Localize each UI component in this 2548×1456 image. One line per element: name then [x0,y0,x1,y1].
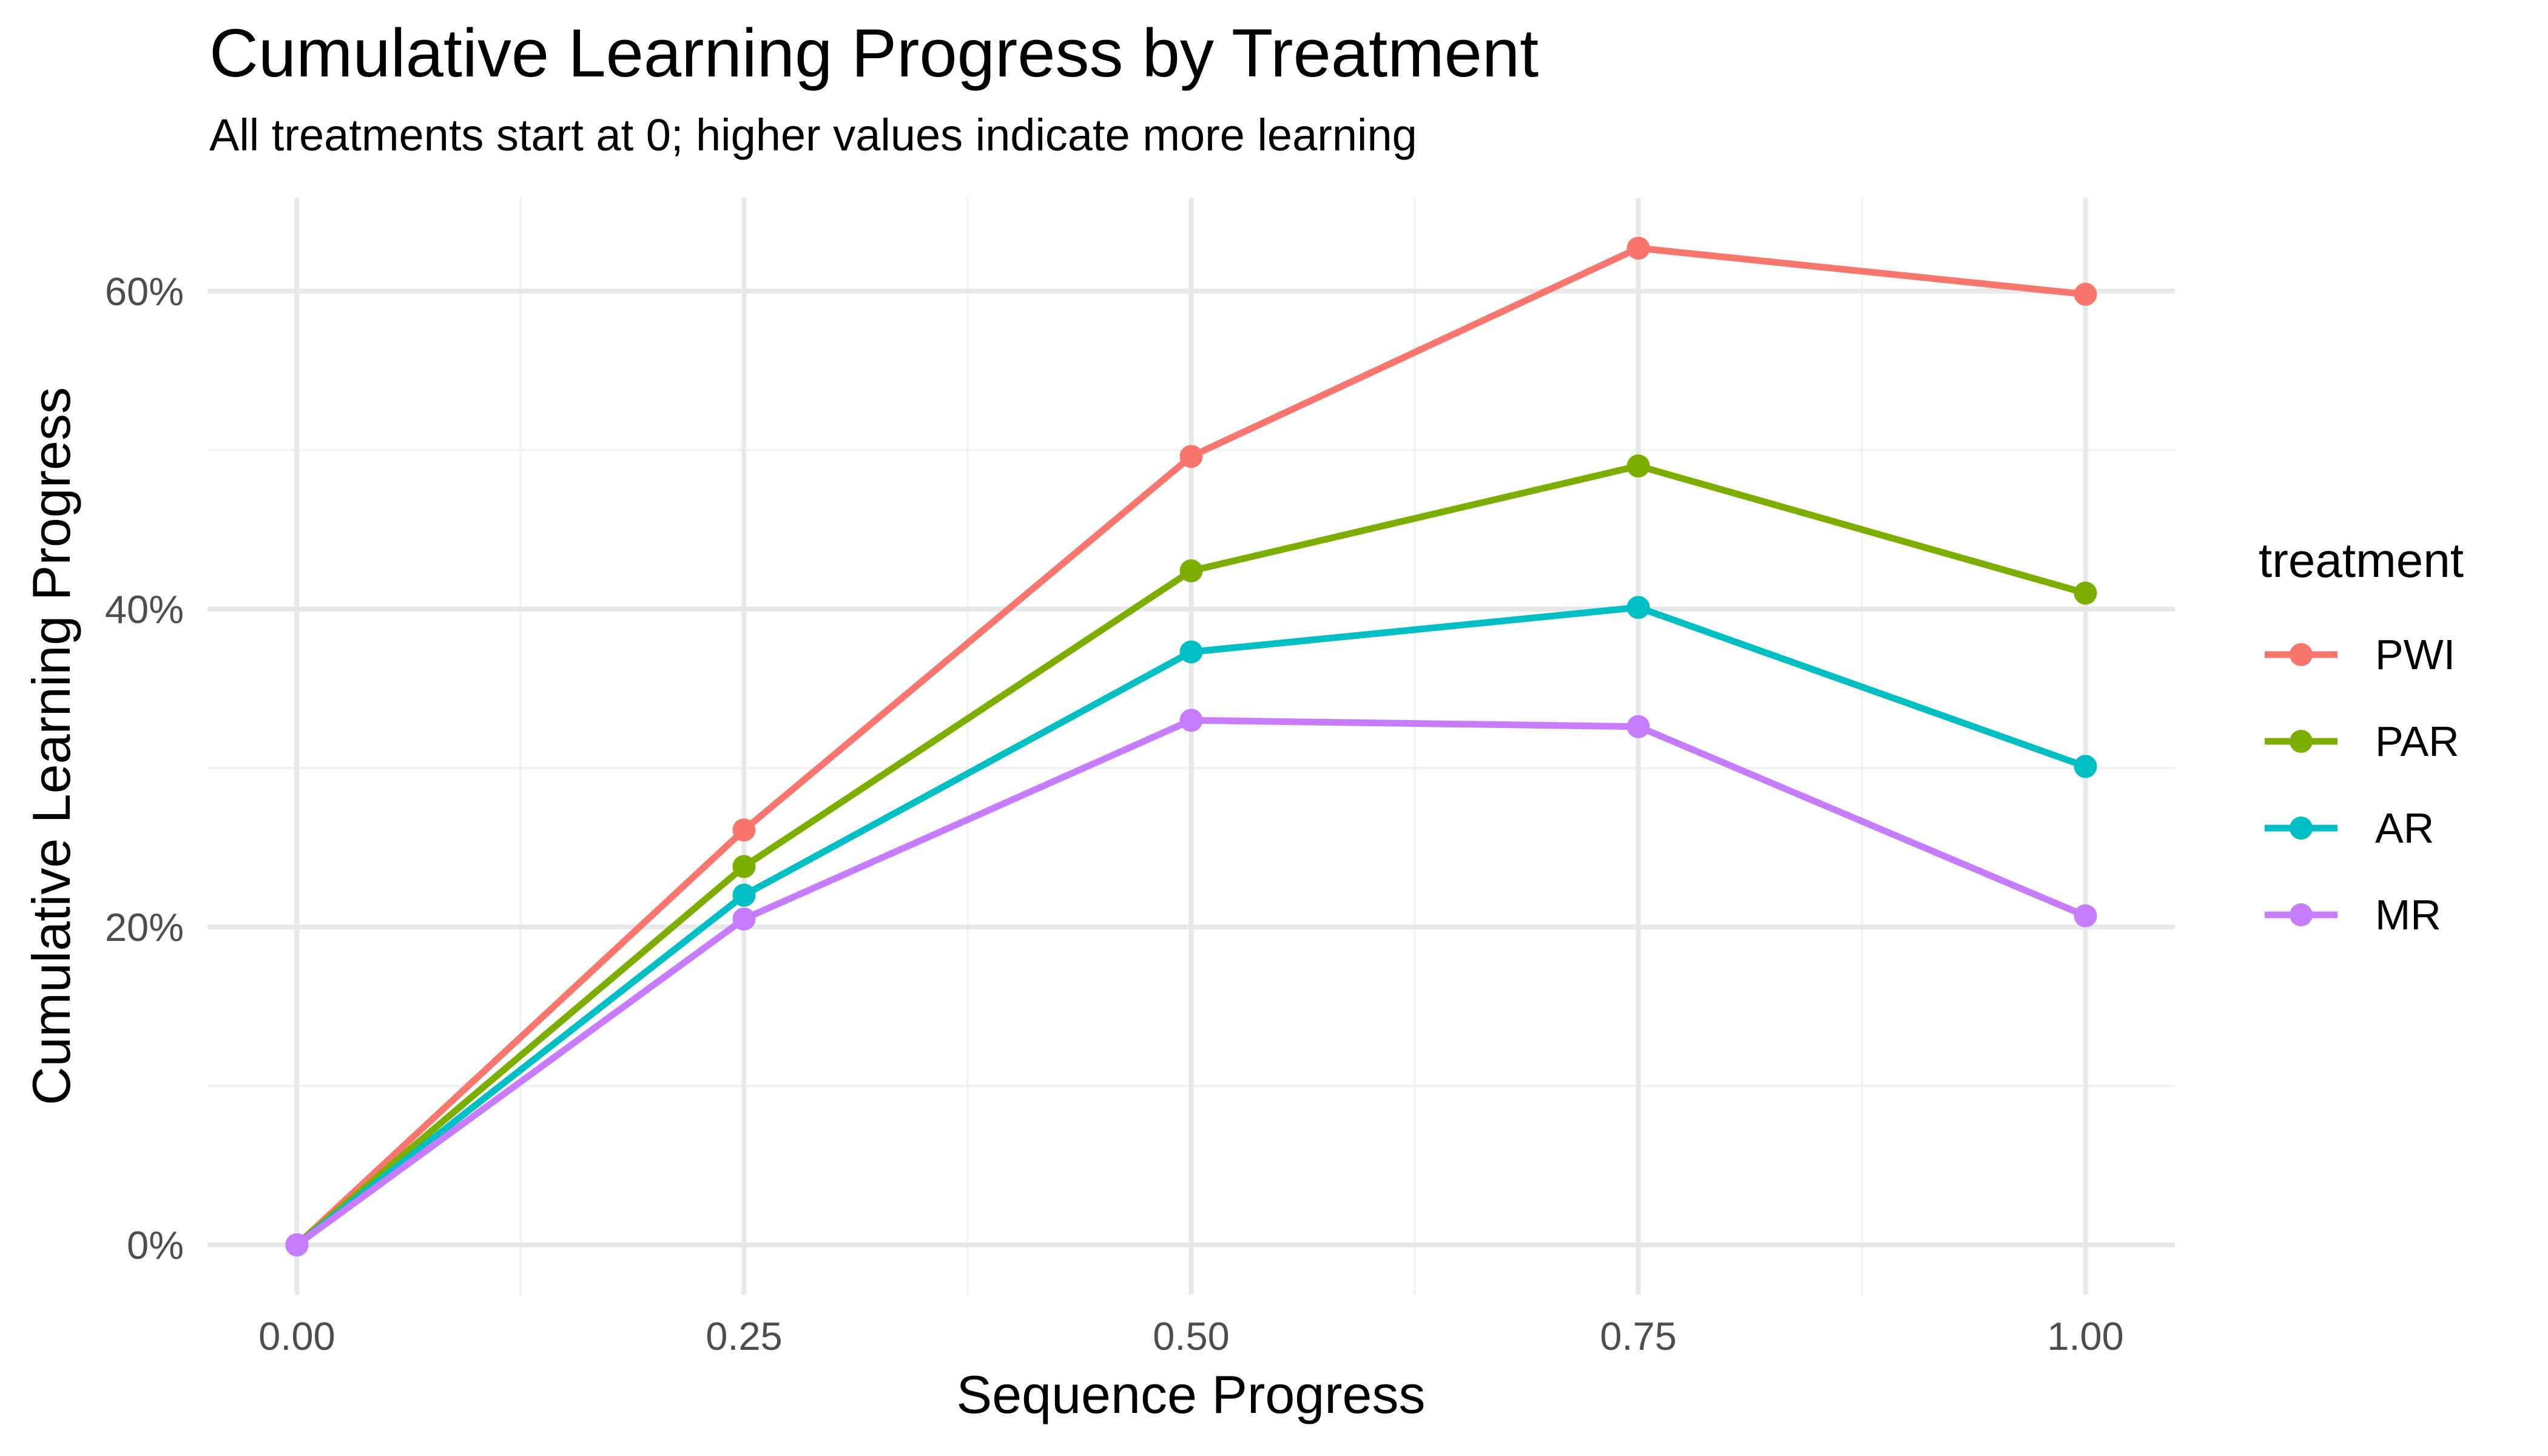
x-tick-label: 1.00 [2047,1314,2124,1358]
legend-key-icon [2265,730,2337,753]
legend-label: PAR [2375,718,2459,765]
legend-title: treatment [2259,533,2464,587]
data-point-pwi [1626,237,1650,260]
plot-panel [207,198,2175,1295]
legend-key-icon [2265,643,2337,666]
data-point-pwi [1179,445,1203,468]
legend-key-icon [2265,817,2337,840]
data-point-mr [2074,904,2097,928]
x-axis-title: Sequence Progress [956,1364,1426,1424]
data-point-ar [1626,596,1650,619]
data-point-ar [732,883,756,907]
legend-label: AR [2375,804,2435,852]
x-tick-label: 0.50 [1153,1314,1230,1358]
legend-entry-mr: MR [2265,878,2441,951]
data-point-ar [2074,755,2097,778]
data-point-par [732,855,756,878]
x-tick-label: 0.25 [706,1314,783,1358]
data-point-pwi [732,818,756,842]
data-point-par [1626,454,1650,478]
data-point-ar [1179,640,1203,664]
data-point-mr [285,1233,309,1256]
y-tick-label: 0% [127,1222,184,1267]
data-point-pwi [2074,283,2097,306]
data-point-mr [1179,709,1203,732]
x-tick-label: 0.00 [258,1314,335,1358]
data-point-mr [732,907,756,931]
legend-entry-ar: AR [2265,792,2434,864]
chart-subtitle: All treatments start at 0; higher values… [209,110,1417,160]
legend-entry-pwi: PWI [2265,618,2455,691]
chart-title: Cumulative Learning Progress by Treatmen… [209,15,1539,91]
data-point-par [1179,559,1203,582]
y-axis-title: Cumulative Learning Progress [21,387,81,1105]
y-tick-label: 60% [104,269,184,314]
legend-label: MR [2375,891,2441,939]
legend-label: PWI [2375,631,2456,678]
x-tick-label: 0.75 [1600,1314,1677,1358]
data-point-mr [1626,715,1650,738]
legend-key-icon [2265,903,2337,926]
data-point-par [2074,581,2097,605]
legend-entry-par: PAR [2265,705,2459,778]
